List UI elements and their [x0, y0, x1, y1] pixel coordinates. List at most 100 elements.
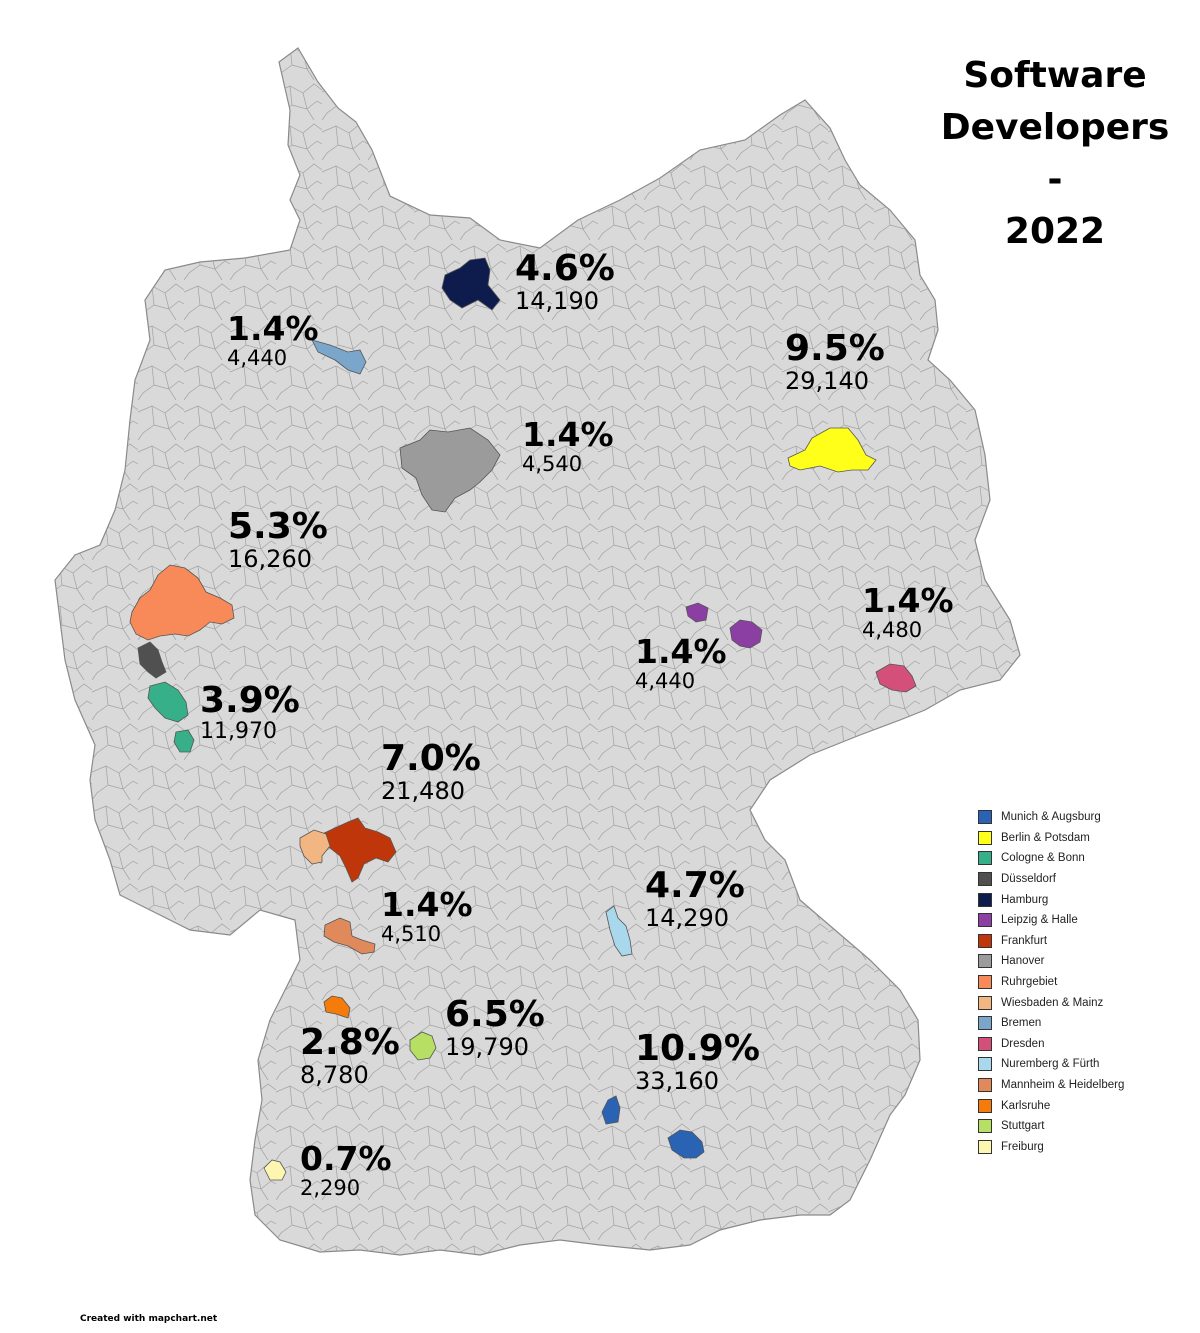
label-count: 21,480	[381, 776, 465, 805]
label-hanover: 1.4% 4,540	[522, 415, 614, 476]
legend-swatch	[978, 851, 992, 866]
legend-item: Mannheim & Heidelberg	[978, 1075, 1124, 1096]
label-karlsruhe: 2.8% 8,780	[300, 1024, 400, 1088]
label-nuremberg: 4.7% 14,290	[645, 867, 745, 931]
label-bremen: 1.4% 4,440	[227, 309, 319, 370]
label-percentage: 10.9%	[635, 1028, 760, 1069]
label-freiburg: 0.7% 2,290	[300, 1141, 392, 1200]
label-count: 29,140	[785, 366, 869, 395]
label-cologne: 3.9% 11,970	[200, 682, 300, 744]
label-percentage: 1.4%	[635, 632, 727, 671]
legend-label: Hamburg	[1001, 893, 1049, 906]
legend-swatch	[978, 913, 992, 928]
legend-item: Düsseldorf	[978, 869, 1124, 890]
label-percentage: 1.4%	[227, 309, 319, 348]
legend-item: Stuttgart	[978, 1116, 1124, 1137]
label-percentage: 2.8%	[300, 1022, 400, 1063]
legend-label: Hanover	[1001, 955, 1045, 968]
legend-label: Cologne & Bonn	[1001, 852, 1085, 865]
legend-item: Frankfurt	[978, 931, 1124, 952]
legend-swatch	[978, 830, 992, 845]
region-mannheim	[323, 917, 376, 955]
legend-label: Ruhrgebiet	[1001, 976, 1058, 989]
label-percentage: 3.9%	[200, 680, 300, 721]
label-percentage: 5.3%	[228, 506, 328, 547]
region-hamburg	[441, 257, 501, 311]
legend-label: Mannheim & Heidelberg	[1001, 1079, 1125, 1092]
legend-label: Nuremberg & Fürth	[1001, 1058, 1100, 1071]
label-percentage: 6.5%	[445, 994, 545, 1035]
legend-item: Hamburg	[978, 889, 1124, 910]
label-leipzig: 1.4% 4,440	[635, 632, 727, 693]
district-borders	[55, 48, 1020, 1255]
label-berlin: 9.5% 29,140	[785, 330, 885, 394]
legend-label: Bremen	[1001, 1017, 1042, 1030]
title-line-3: -	[1047, 159, 1063, 200]
legend-swatch	[978, 1078, 992, 1093]
legend-swatch	[978, 1036, 992, 1051]
legend-item: Ruhrgebiet	[978, 972, 1124, 993]
region-munich	[601, 1095, 705, 1159]
label-count: 4,480	[862, 617, 923, 642]
legend-item: Dresden	[978, 1034, 1124, 1055]
legend-swatch	[978, 954, 992, 969]
label-ruhr: 5.3% 16,260	[228, 508, 328, 572]
legend-label: Berlin & Potsdam	[1001, 831, 1090, 844]
region-karlsruhe	[323, 995, 351, 1019]
legend-swatch	[978, 872, 992, 887]
legend-item: Wiesbaden & Mainz	[978, 992, 1124, 1013]
legend-label: Freiburg	[1001, 1140, 1044, 1153]
label-percentage: 1.4%	[381, 885, 473, 924]
label-count: 11,970	[200, 718, 277, 744]
legend-item: Munich & Augsburg	[978, 807, 1124, 828]
label-count: 4,540	[522, 451, 583, 476]
label-count: 14,290	[645, 903, 729, 932]
label-frankfurt: 7.0% 21,480	[381, 740, 481, 804]
legend-item: Karlsruhe	[978, 1095, 1124, 1116]
map-title: Software Developers - 2022	[920, 50, 1190, 258]
label-percentage: 7.0%	[381, 738, 481, 779]
legend-swatch	[978, 1016, 992, 1031]
label-count: 2,290	[300, 1175, 361, 1200]
region-dusseldorf	[137, 641, 167, 679]
label-stuttgart: 6.5% 19,790	[445, 996, 545, 1060]
legend-item: Nuremberg & Fürth	[978, 1054, 1124, 1075]
title-line-2: Developers	[940, 107, 1170, 148]
legend-swatch	[978, 892, 992, 907]
legend-swatch	[978, 810, 992, 825]
legend-label: Munich & Augsburg	[1001, 811, 1101, 824]
label-count: 4,440	[227, 345, 288, 370]
legend-label: Karlsruhe	[1001, 1099, 1051, 1112]
legend-swatch	[978, 995, 992, 1010]
region-frankfurt	[319, 817, 397, 883]
region-hanover	[399, 427, 501, 513]
legend-item: Cologne & Bonn	[978, 848, 1124, 869]
label-count: 4,440	[635, 668, 696, 693]
legend-swatch	[978, 1139, 992, 1154]
legend-label: Stuttgart	[1001, 1120, 1045, 1133]
legend-item: Freiburg	[978, 1137, 1124, 1158]
legend-item: Bremen	[978, 1013, 1124, 1034]
label-percentage: 4.6%	[515, 248, 615, 289]
credit-text: Created with mapchart.net	[80, 1314, 218, 1324]
legend-swatch	[978, 1057, 992, 1072]
label-mannheim: 1.4% 4,510	[381, 885, 473, 946]
label-count: 4,510	[381, 921, 442, 946]
legend-label: Leipzig & Halle	[1001, 914, 1078, 927]
label-munich: 10.9% 33,160	[635, 1030, 760, 1094]
label-dresden: 1.4% 4,480	[862, 583, 954, 642]
region-leipzig	[685, 602, 763, 649]
region-freiburg	[263, 1159, 287, 1181]
region-nuremberg	[605, 905, 633, 957]
region-ruhr	[129, 564, 235, 641]
legend-label: Frankfurt	[1001, 934, 1048, 947]
label-count: 19,790	[445, 1032, 529, 1061]
legend-swatch	[978, 975, 992, 990]
label-percentage: 1.4%	[522, 415, 614, 454]
label-hamburg: 4.6% 14,190	[515, 250, 615, 314]
legend-item: Berlin & Potsdam	[978, 828, 1124, 849]
legend-label: Wiesbaden & Mainz	[1001, 996, 1104, 1009]
label-percentage: 4.7%	[645, 865, 745, 906]
title-line-4: 2022	[1004, 211, 1106, 252]
